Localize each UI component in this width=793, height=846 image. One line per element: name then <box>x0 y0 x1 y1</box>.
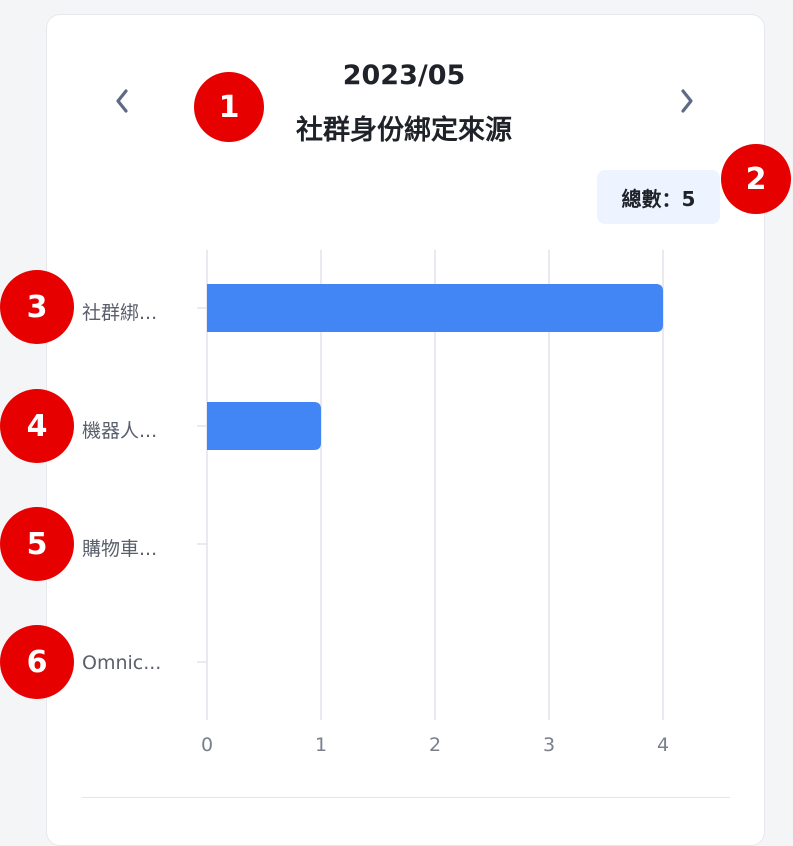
period-date: 2023/05 <box>342 60 466 91</box>
annotation-badge-1: 1 <box>194 72 264 142</box>
chevron-right-icon <box>681 89 693 113</box>
chevron-left-icon <box>116 89 128 113</box>
category-label-4: Omnic... <box>82 652 162 674</box>
next-month-button[interactable] <box>672 86 702 116</box>
chart-title: 社群身份綁定來源 <box>296 115 512 146</box>
category-label-3: 購物車... <box>82 538 158 560</box>
annotation-badge-2: 2 <box>721 144 791 214</box>
bar-chart: 0 1 2 3 4 <box>197 250 669 756</box>
x-tick-label-3: 3 <box>543 734 555 756</box>
chart-card <box>46 14 765 846</box>
prev-month-button[interactable] <box>107 86 137 116</box>
x-tick-label-0: 0 <box>201 734 213 756</box>
annotation-badge-3: 3 <box>0 270 74 344</box>
total-count-label: 總數：5 <box>621 186 696 211</box>
bottom-divider <box>82 797 730 798</box>
x-tick-label-1: 1 <box>315 734 327 756</box>
bar-1 <box>207 284 663 332</box>
annotation-badge-5: 5 <box>0 507 74 581</box>
category-label-1: 社群綁... <box>82 302 158 324</box>
annotation-badge-4: 4 <box>0 389 74 463</box>
bar-2 <box>207 402 321 450</box>
x-tick-label-4: 4 <box>657 734 669 756</box>
category-label-2: 機器人... <box>82 420 158 442</box>
total-count-badge: 總數：5 <box>597 170 720 224</box>
annotation-badge-6: 6 <box>0 625 74 699</box>
x-tick-label-2: 2 <box>429 734 441 756</box>
